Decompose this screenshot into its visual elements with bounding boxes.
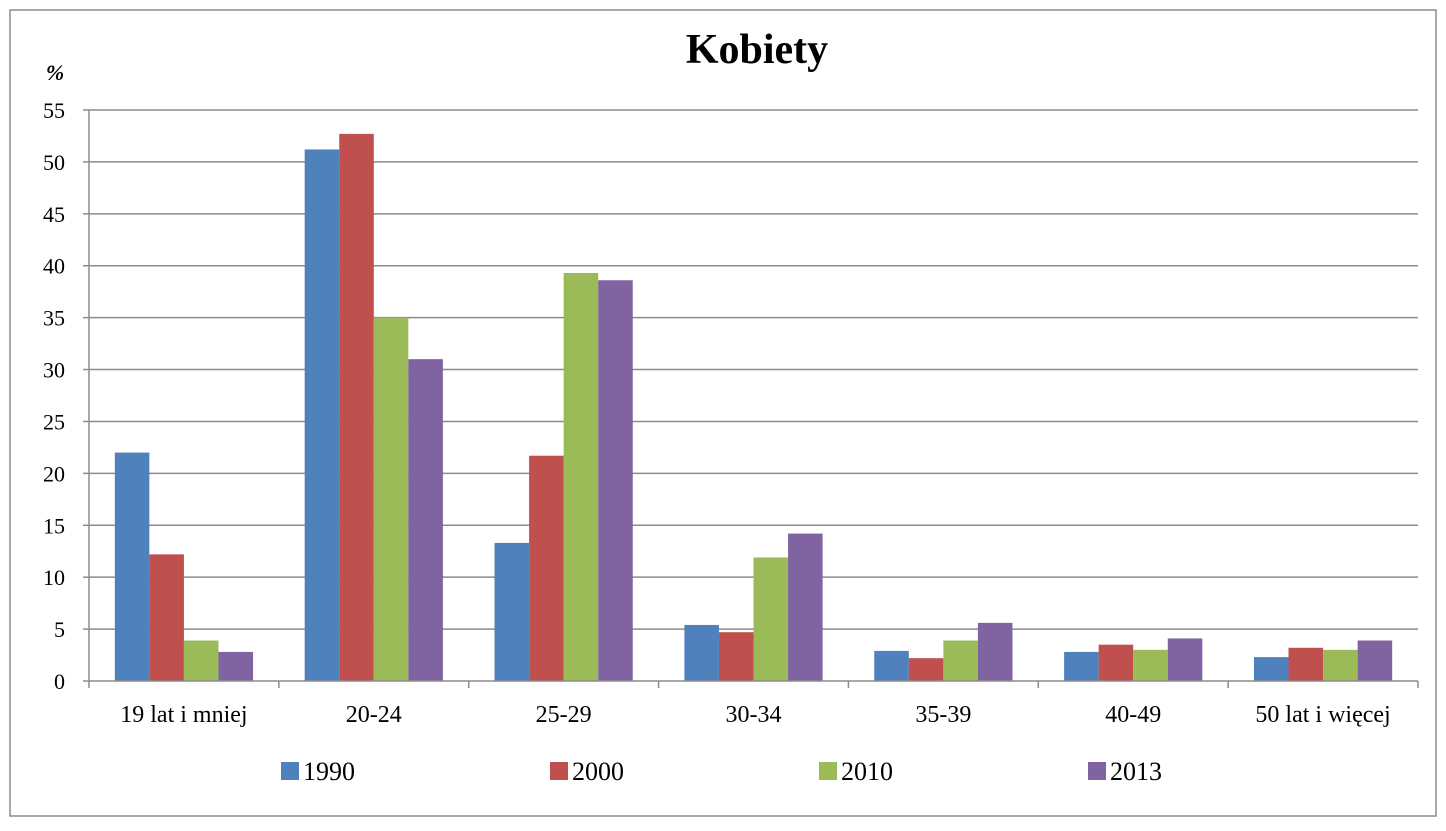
legend-label: 2010 (841, 757, 893, 786)
legend-swatch-2013 (1088, 762, 1106, 780)
bars (114, 133, 1393, 682)
bar-2010-1 (373, 317, 409, 681)
y-tick-label: 25 (43, 409, 65, 434)
legend-swatch-2000 (550, 762, 568, 780)
y-tick-label: 55 (43, 98, 65, 123)
legend-label: 1990 (303, 757, 355, 786)
y-axis-unit: % (46, 60, 64, 85)
bar-2013-6 (1357, 640, 1393, 681)
bar-2000-4 (908, 658, 944, 681)
bar-2013-1 (408, 359, 443, 681)
bar-1990-5 (1064, 651, 1099, 681)
x-tick-label: 40-49 (1105, 702, 1161, 728)
legend-swatch-1990 (281, 762, 299, 780)
bar-1990-2 (494, 542, 530, 681)
bar-2013-5 (1167, 638, 1203, 681)
bar-2013-4 (977, 622, 1013, 681)
bar-2013-0 (218, 651, 254, 681)
bar-1990-3 (684, 624, 719, 681)
bar-2010-0 (183, 640, 219, 681)
legend-label: 2013 (1110, 757, 1162, 786)
bar-2000-0 (149, 554, 184, 681)
y-axis-ticks: 0 5 10 15 20 25 30 35 40 45 50 55 (43, 98, 89, 694)
x-tick-label: 19 lat i mniej (120, 702, 247, 728)
bar-2000-2 (529, 455, 564, 681)
bar-2010-3 (753, 557, 789, 681)
chart-border (9, 9, 1437, 817)
bar-1990-6 (1253, 657, 1289, 681)
bar-2010-4 (943, 640, 978, 681)
bar-2010-6 (1323, 649, 1358, 681)
axes (88, 110, 1418, 682)
y-tick-label: 0 (54, 669, 65, 694)
bar-2000-5 (1098, 644, 1134, 681)
x-axis-ticks: 19 lat i mniej 20-24 25-29 30-34 35-39 40-49 5… (88, 681, 1419, 728)
y-tick-label: 20 (43, 461, 65, 486)
bar-2013-3 (788, 533, 823, 681)
legend-label: 2000 (572, 757, 624, 786)
y-tick-label: 30 (43, 358, 65, 383)
bar-2010-2 (563, 272, 599, 681)
x-tick-label: 30-34 (726, 702, 782, 728)
y-tick-label: 50 (43, 150, 65, 175)
legend-swatch-2010 (819, 762, 837, 780)
x-tick-label: 20-24 (346, 702, 402, 728)
bar-2000-6 (1288, 647, 1324, 681)
legend: 1990 2000 2010 2013 (281, 757, 1162, 786)
chart-title: Kobiety (686, 27, 828, 73)
x-tick-label: 35-39 (915, 702, 971, 728)
x-tick-label: 25-29 (536, 702, 592, 728)
bar-1990-1 (304, 149, 340, 681)
x-tick-label: 50 lat i więcej (1255, 702, 1390, 728)
y-tick-label: 45 (43, 202, 65, 227)
bar-1990-0 (114, 452, 150, 681)
bar-2000-1 (339, 133, 374, 682)
bar-1990-4 (874, 650, 909, 681)
bar-2013-2 (598, 280, 633, 681)
y-tick-label: 15 (43, 513, 65, 538)
y-tick-label: 5 (54, 617, 65, 642)
y-tick-label: 40 (43, 254, 65, 279)
y-tick-label: 10 (43, 565, 65, 590)
bar-2000-3 (718, 632, 754, 681)
bar-2010-5 (1133, 649, 1168, 681)
y-tick-label: 35 (43, 306, 65, 331)
